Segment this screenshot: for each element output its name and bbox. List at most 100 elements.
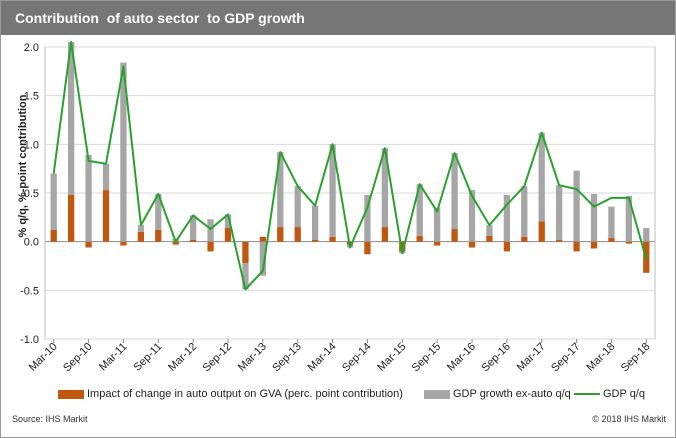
- legend-swatch-gdp: [574, 393, 600, 396]
- bar-auto: [451, 229, 458, 242]
- legend-item-auto: Impact of change in auto output on GVA (…: [58, 388, 403, 400]
- y-tick-label: -1.0: [20, 334, 39, 346]
- bar-exauto: [625, 195, 632, 242]
- bar-exauto: [486, 225, 493, 236]
- bar-auto: [172, 241, 179, 245]
- bar-auto: [155, 229, 162, 242]
- bar-auto: [590, 241, 598, 249]
- bar-auto: [312, 239, 319, 242]
- bar-auto: [329, 236, 336, 242]
- x-tick-label: Mar-17: [515, 341, 548, 374]
- bar-exauto: [451, 153, 458, 230]
- bar-auto: [434, 241, 441, 246]
- bar-auto: [364, 241, 371, 255]
- bar-exauto: [137, 225, 144, 232]
- bar-exauto: [312, 205, 319, 240]
- bar-auto: [556, 239, 563, 242]
- bar-auto: [224, 228, 232, 242]
- x-tick-label: Sep-15: [410, 341, 444, 375]
- bar-auto: [277, 227, 284, 242]
- x-tick-label: Sep-14: [340, 341, 374, 375]
- bar-exauto: [259, 241, 266, 276]
- bar-exauto: [381, 148, 388, 228]
- x-tick-label: Sep-13: [270, 341, 304, 375]
- bar-exauto: [556, 185, 563, 240]
- x-tick-label: Mar-15: [375, 341, 408, 374]
- bar-exauto: [207, 219, 214, 242]
- bar-exauto: [364, 194, 371, 242]
- y-axis-label: % q/q, %-point contribution: [17, 94, 29, 238]
- legend-label-gdp: GDP q/q: [603, 388, 645, 400]
- bar-auto: [503, 241, 510, 252]
- legend-label-exauto: GDP growth ex-auto q/q: [453, 388, 571, 400]
- bar-exauto: [416, 184, 423, 236]
- bar-auto: [137, 231, 144, 242]
- legend-swatch-exauto: [424, 389, 450, 399]
- bar-exauto: [468, 190, 476, 242]
- bar-exauto: [155, 193, 162, 230]
- footer-copyright: © 2018 IHS Markit: [592, 414, 666, 424]
- x-tick-label: Mar-11: [97, 341, 130, 374]
- bar-exauto: [521, 186, 528, 237]
- x-tick-label: Mar-18: [584, 341, 617, 374]
- bar-exauto: [50, 173, 57, 230]
- bar-auto: [521, 236, 528, 242]
- y-tick-label: -0.5: [20, 285, 39, 297]
- bar-auto: [486, 235, 493, 242]
- bar-exauto: [277, 152, 284, 228]
- y-tick-label: 0.5: [24, 188, 39, 200]
- x-tick-label: Sep-11: [131, 341, 164, 374]
- bar-auto: [573, 241, 580, 252]
- gdp-line: [52, 41, 648, 291]
- x-tick-label: Mar-16: [445, 341, 478, 374]
- bar-exauto: [329, 144, 336, 237]
- bar-auto: [102, 190, 110, 242]
- legend-item-exauto: GDP growth ex-auto q/q: [424, 388, 571, 400]
- bar-exauto: [120, 62, 127, 242]
- legend-label-auto: Impact of change in auto output on GVA (…: [87, 388, 403, 400]
- bar-auto: [50, 229, 57, 242]
- chart-title: Contribution of auto sector to GDP growt…: [1, 1, 675, 35]
- bar-auto: [294, 227, 301, 242]
- bar-auto: [416, 235, 423, 242]
- bar-exauto: [242, 263, 249, 290]
- x-tick-label: Mar-12: [166, 341, 199, 374]
- y-tick-label: 0.0: [24, 237, 39, 249]
- x-tick-label: Sep-10: [61, 341, 95, 375]
- bar-exauto: [224, 214, 232, 229]
- bar-exauto: [85, 155, 92, 242]
- bar-auto: [381, 227, 388, 242]
- legend-item-gdp: GDP q/q: [574, 388, 645, 400]
- bar-exauto: [643, 228, 650, 242]
- bar-auto: [242, 241, 249, 264]
- bar-auto: [608, 237, 615, 242]
- x-tick-label: Sep-18: [619, 341, 653, 375]
- y-tick-label: 2.0: [24, 42, 39, 54]
- bar-exauto: [503, 194, 510, 242]
- bar-auto: [207, 241, 214, 252]
- bar-exauto: [102, 163, 110, 191]
- footer-source: Source: IHS Markit: [12, 414, 88, 424]
- bar-auto: [85, 241, 92, 248]
- bar-exauto: [538, 132, 545, 222]
- bar-auto: [468, 241, 476, 248]
- bar-exauto: [608, 206, 615, 238]
- bar-auto: [190, 239, 197, 242]
- x-tick-label: Sep-16: [479, 341, 513, 375]
- bar-exauto: [573, 170, 580, 242]
- bar-exauto: [590, 193, 598, 242]
- x-tick-label: Mar-14: [306, 341, 339, 374]
- x-tick-label: Sep-17: [549, 341, 583, 375]
- bar-auto: [625, 241, 632, 244]
- legend-swatch-auto: [58, 389, 84, 399]
- bar-exauto: [190, 215, 197, 240]
- bar-exauto: [68, 42, 75, 195]
- x-tick-label: Sep-12: [201, 341, 235, 375]
- bar-auto: [259, 236, 266, 242]
- bar-auto: [399, 241, 406, 252]
- x-tick-label: Mar-13: [236, 341, 269, 374]
- bar-auto: [120, 241, 127, 246]
- bar-auto: [538, 221, 545, 242]
